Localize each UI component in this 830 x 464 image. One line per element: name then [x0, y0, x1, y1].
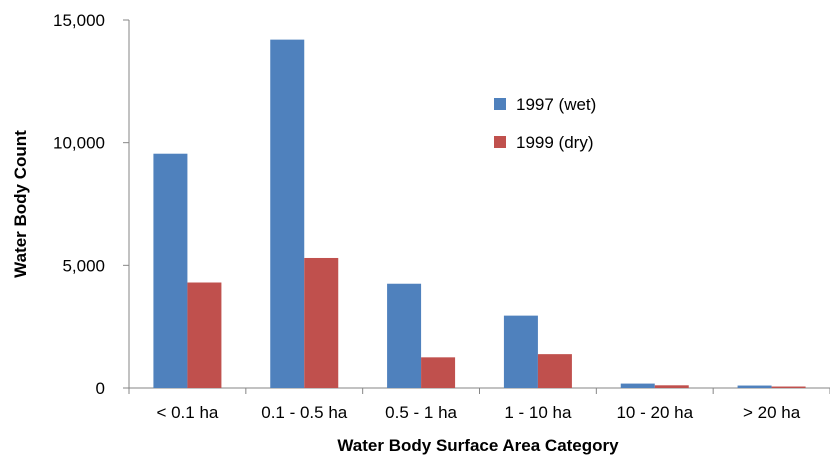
y-tick-label: 15,000 — [53, 11, 105, 30]
legend-label: 1997 (wet) — [516, 95, 596, 114]
bar-series-1 — [737, 385, 772, 388]
y-axis-title: Water Body Count — [11, 130, 30, 278]
x-axis-title: Water Body Surface Area Category — [337, 436, 619, 455]
bar-series-2 — [187, 282, 222, 388]
bar-series-2 — [537, 354, 572, 388]
legend-label: 1999 (dry) — [516, 133, 593, 152]
legend: 1997 (wet) 1999 (dry) — [494, 95, 596, 152]
y-tick-label: 5,000 — [62, 256, 105, 275]
y-axis: 0 5,000 10,000 15,000 — [53, 11, 130, 398]
bar-series-1 — [387, 283, 422, 388]
legend-swatch — [494, 98, 506, 110]
x-tick-label: 10 - 20 ha — [616, 403, 693, 422]
bars — [153, 39, 806, 388]
y-tick-label: 0 — [96, 379, 105, 398]
x-tick-label: 0.1 - 0.5 ha — [261, 403, 348, 422]
bar-series-2 — [771, 386, 806, 388]
x-tick-label: 1 - 10 ha — [504, 403, 572, 422]
x-axis: < 0.1 ha 0.1 - 0.5 ha 0.5 - 1 ha 1 - 10 ha 1… — [128, 387, 830, 422]
bar-series-2 — [421, 357, 456, 388]
x-tick-label: > 20 ha — [743, 403, 801, 422]
y-tick-label: 10,000 — [53, 134, 105, 153]
bar-series-1 — [270, 39, 305, 388]
x-tick-label: 0.5 - 1 ha — [385, 403, 457, 422]
legend-swatch — [494, 136, 506, 148]
x-tick-label: < 0.1 ha — [156, 403, 218, 422]
bar-series-2 — [304, 257, 339, 388]
bar-series-1 — [503, 315, 538, 388]
bar-series-2 — [654, 385, 689, 388]
bar-series-1 — [620, 383, 655, 388]
bar-series-1 — [153, 153, 188, 388]
